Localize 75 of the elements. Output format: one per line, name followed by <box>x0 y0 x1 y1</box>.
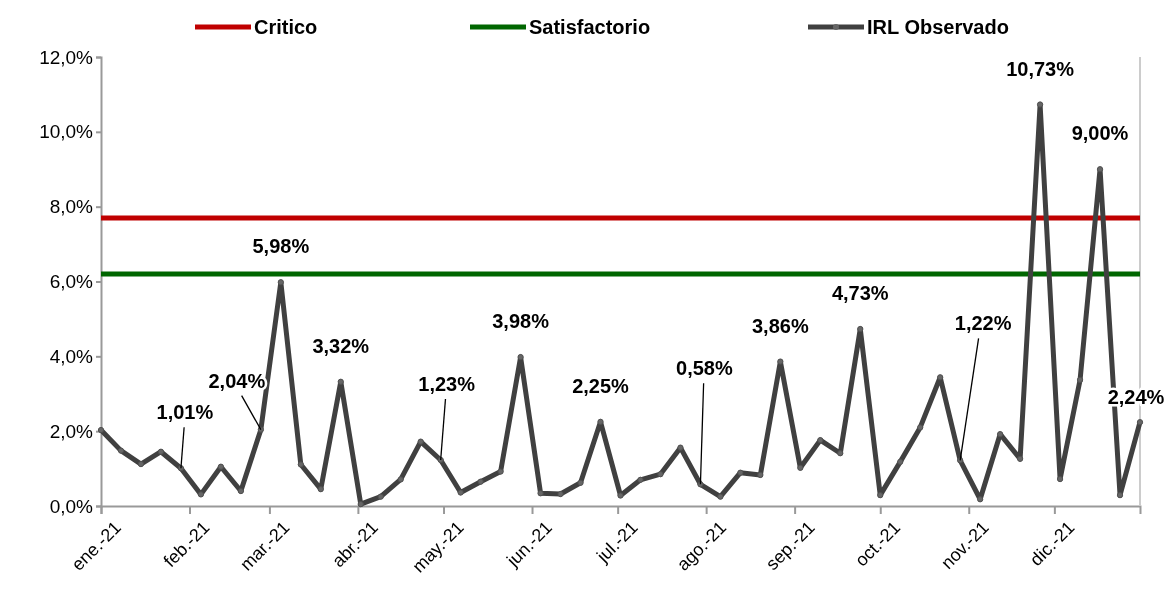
point <box>737 469 744 476</box>
point <box>337 378 344 385</box>
point <box>477 478 484 485</box>
data-label: 1,23% <box>418 372 476 395</box>
point <box>757 471 764 479</box>
point <box>1136 419 1144 426</box>
legend-label: Satisfactorio <box>529 16 651 38</box>
point <box>617 492 624 499</box>
data-label: 3,86% <box>751 314 809 337</box>
data-label: 2,25% <box>572 374 630 397</box>
point <box>157 448 165 455</box>
data-label: 3,98% <box>492 310 550 333</box>
point <box>996 431 1004 438</box>
point <box>517 353 524 361</box>
point <box>217 463 225 470</box>
point <box>497 468 504 475</box>
data-label: 5,98% <box>252 235 310 258</box>
data-label: 10,73% <box>1006 57 1075 80</box>
point <box>637 476 644 483</box>
point <box>1036 101 1044 108</box>
point <box>357 500 364 508</box>
point <box>977 496 984 503</box>
point <box>677 444 684 451</box>
point <box>457 489 464 496</box>
y-tick-label: 4,0% <box>49 345 94 367</box>
point <box>717 493 724 500</box>
data-label: 1,22% <box>954 312 1012 335</box>
point <box>1056 475 1064 483</box>
point <box>197 491 205 498</box>
data-label: 2,04% <box>208 369 266 392</box>
point <box>237 487 245 495</box>
point <box>377 493 384 500</box>
point <box>1076 376 1084 384</box>
y-tick-label: 6,0% <box>49 271 94 293</box>
point <box>877 492 884 499</box>
point <box>277 279 284 286</box>
point <box>797 464 804 471</box>
point <box>657 471 664 478</box>
point <box>117 447 125 454</box>
point <box>817 437 824 444</box>
legend-label: Critico <box>254 16 318 38</box>
point <box>97 426 105 434</box>
point <box>697 481 704 488</box>
data-label: 4,73% <box>831 282 889 305</box>
point <box>257 426 264 433</box>
point <box>897 458 904 465</box>
y-tick-label: 2,0% <box>49 420 94 442</box>
y-tick-label: 0,0% <box>49 495 94 517</box>
point <box>957 457 964 464</box>
point <box>1016 455 1024 462</box>
point <box>137 460 145 468</box>
data-label: 9,00% <box>1071 122 1129 145</box>
point <box>857 325 864 333</box>
y-tick-label: 12,0% <box>39 46 94 68</box>
point <box>597 418 604 425</box>
point <box>1116 492 1124 499</box>
point <box>1096 166 1104 173</box>
point <box>397 476 404 483</box>
data-label: 0,58% <box>676 357 733 380</box>
point <box>417 438 424 445</box>
y-tick-label: 8,0% <box>49 196 94 218</box>
data-label: 1,01% <box>156 401 214 424</box>
point <box>317 486 324 493</box>
point <box>917 424 924 431</box>
data-label: 3,32% <box>312 334 370 357</box>
point <box>537 490 544 497</box>
point <box>557 490 564 498</box>
point <box>297 461 304 468</box>
point <box>777 358 784 365</box>
legend-label: IRL Observado <box>867 16 1009 38</box>
point <box>577 479 584 486</box>
y-tick-label: 10,0% <box>39 121 94 143</box>
point <box>837 450 844 457</box>
point <box>437 456 444 464</box>
point <box>937 374 944 381</box>
